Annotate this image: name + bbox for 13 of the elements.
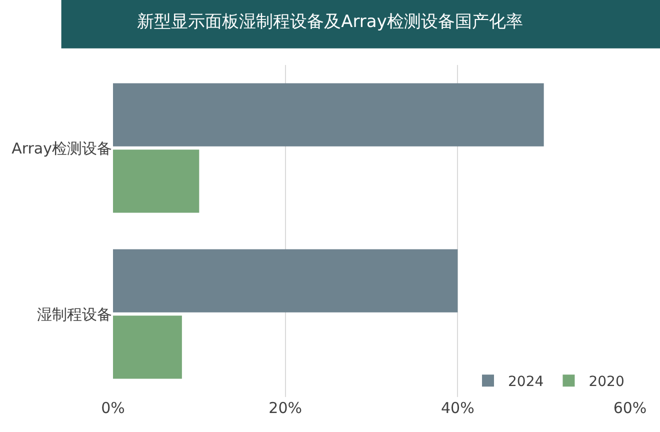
- bar: [113, 249, 458, 312]
- legend-label: 2020: [588, 374, 624, 390]
- y-tick-label: 湿制程设备: [37, 305, 112, 324]
- x-tick-label: 60%: [613, 399, 647, 417]
- bar: [113, 83, 544, 146]
- x-tick-label: 40%: [441, 399, 474, 417]
- x-tick-label: 0%: [101, 399, 125, 417]
- bar: [113, 150, 200, 213]
- chart-title: 新型显示面板湿制程设备及Array检测设备国产化率: [137, 12, 523, 32]
- y-tick-label: Array检测设备: [12, 139, 112, 158]
- legend-label: 2024: [508, 374, 544, 390]
- x-tick-label: 20%: [268, 399, 302, 417]
- bar: [113, 316, 182, 379]
